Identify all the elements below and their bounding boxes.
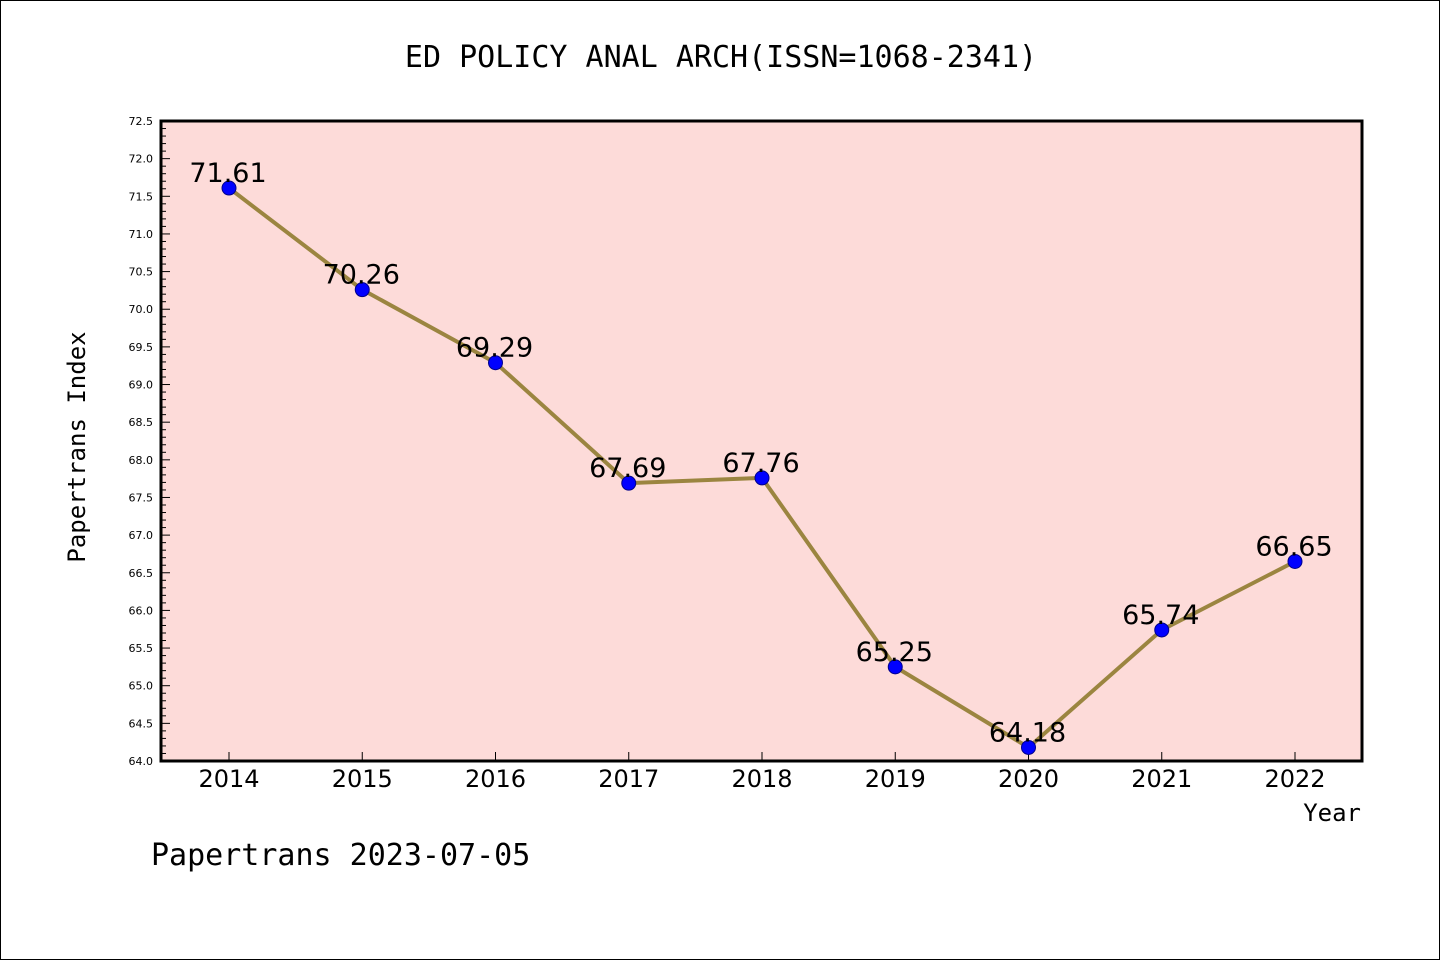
- y-tick-label: 68.5: [129, 416, 154, 429]
- y-tick-label: 68.0: [129, 454, 154, 467]
- y-axis-label: Papertrans Index: [63, 331, 91, 562]
- y-tick-label: 71.5: [129, 190, 154, 203]
- data-label: 71.61: [189, 158, 266, 189]
- y-tick-label: 72.0: [129, 153, 154, 166]
- y-tick-label: 70.0: [129, 303, 154, 316]
- data-label: 69.29: [456, 333, 533, 364]
- data-label: 65.74: [1122, 600, 1199, 631]
- y-tick-label: 64.0: [129, 755, 154, 768]
- y-tick-label: 72.5: [129, 115, 154, 128]
- x-tick-label: 2019: [865, 765, 926, 793]
- y-tick-label: 67.5: [129, 491, 154, 504]
- x-tick-label: 2020: [998, 765, 1059, 793]
- data-label: 64.18: [989, 717, 1066, 748]
- data-point: [354, 282, 370, 298]
- data-label: 65.25: [856, 637, 933, 668]
- plot-area: [159, 119, 1364, 763]
- data-point: [488, 355, 503, 371]
- data-point: [221, 180, 237, 196]
- data-label: 67.76: [722, 448, 799, 479]
- data-label: 66.65: [1255, 531, 1332, 562]
- x-axis: 2014 2015 2016 2017 2018 2019 2020 2021 2022: [198, 752, 1326, 793]
- x-tick-label: 2021: [1131, 765, 1192, 793]
- y-tick-label: 70.5: [129, 266, 154, 279]
- footer-credit: Papertrans 2023-07-05: [151, 838, 530, 873]
- x-tick-label: 2016: [465, 765, 526, 793]
- y-tick-label: 65.5: [129, 642, 154, 655]
- y-tick-label: 67.0: [129, 529, 154, 542]
- data-point: [1021, 739, 1036, 755]
- y-tick-label: 66.5: [129, 567, 154, 580]
- y-tick-label: 69.5: [129, 341, 154, 354]
- y-tick-label: 66.0: [129, 604, 154, 617]
- x-tick-label: 2018: [731, 765, 792, 793]
- x-tick-label: 2015: [332, 765, 393, 793]
- y-tick-label: 69.0: [129, 379, 154, 392]
- data-point: [1154, 622, 1170, 638]
- series-line: [221, 180, 1303, 755]
- data-point: [887, 659, 903, 675]
- x-tick-label: 2017: [598, 765, 659, 793]
- data-label: 67.69: [589, 453, 666, 484]
- x-axis-label: Year: [1303, 799, 1361, 827]
- y-tick-label: 65.0: [129, 680, 154, 693]
- y-axis: 64.0 64.5 65.0 65.5 66.0 66.5 67.0 67.5 68.0 68.5…: [129, 115, 170, 768]
- x-tick-label: 2014: [198, 765, 259, 793]
- data-label: 70.26: [323, 260, 400, 291]
- data-labels: 71.61 70.26 69.29 67.69 67.76 65.25 64.18 65.74…: [189, 158, 1332, 748]
- y-tick-label: 71.0: [129, 228, 154, 241]
- data-point: [621, 475, 637, 491]
- data-point: [1287, 553, 1303, 569]
- x-tick-label: 2022: [1264, 765, 1325, 793]
- data-point: [754, 470, 770, 486]
- y-tick-label: 64.5: [129, 717, 154, 730]
- chart-title: ED POLICY ANAL ARCH(ISSN=1068-2341): [405, 40, 1037, 75]
